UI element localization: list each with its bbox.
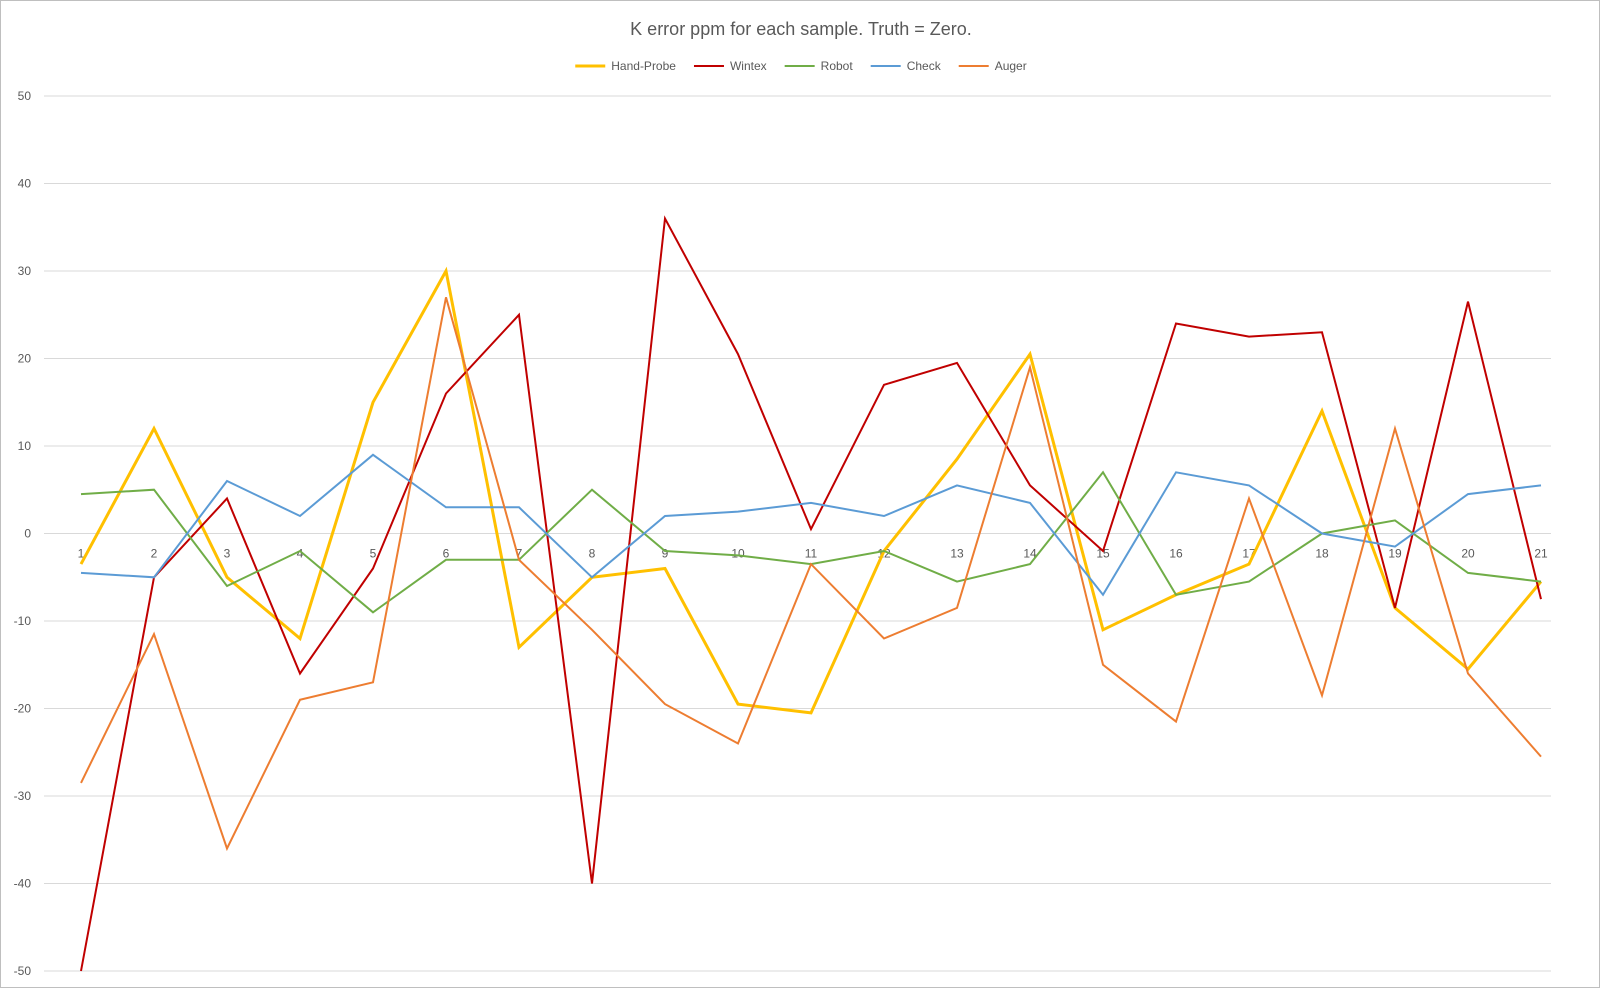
series-line-wintex [80,215,1542,972]
x-tick-label: 16 [1169,547,1183,561]
legend-item-robot: Robot [784,59,854,73]
x-tick-label: 13 [950,547,964,561]
legend-label: Hand-Probe [611,59,676,73]
x-tick-label: 3 [224,547,231,561]
x-tick-label: 1 [78,547,85,561]
series-lines [79,215,1543,972]
y-tick-label: -50 [14,964,32,978]
legend-item-check: Check [870,59,942,73]
y-tick-label: 10 [18,439,32,453]
y-tick-label: 20 [18,352,32,366]
x-tick-label: 15 [1096,547,1110,561]
legend-label: Robot [821,59,854,73]
x-tick-label: 11 [805,547,818,561]
series-line-robot [80,470,1542,614]
y-tick-label: 50 [18,89,32,103]
y-tick-label: 30 [18,264,32,278]
x-tick-label: 5 [370,547,377,561]
x-tick-label: 19 [1388,547,1402,561]
legend-item-hand-probe: Hand-Probe [575,59,676,73]
series-line-hand-probe [79,266,1543,715]
legend: Hand-Probe Wintex Robot Check Auger [575,59,1027,73]
legend-label: Auger [995,59,1027,73]
legend-item-wintex: Wintex [693,59,767,73]
legend-label: Wintex [730,59,767,73]
x-tick-label: 10 [731,547,745,561]
x-axis: 1 2 3 4 5 6 7 8 9 10 11 12 13 14 15 16 17 18 19 20 21 [78,547,1548,561]
series-line-check [80,453,1542,597]
x-tick-label: 6 [443,547,450,561]
y-tick-label: 0 [24,527,31,541]
x-tick-label: 20 [1461,547,1475,561]
chart-title: K error ppm for each sample. Truth = Zer… [630,19,972,39]
series-line-auger [80,297,1542,852]
x-tick-label: 2 [151,547,158,561]
y-tick-label: 40 [18,177,32,191]
y-tick-label: -20 [14,702,32,716]
x-tick-label: 4 [297,547,304,561]
x-tick-label: 21 [1534,547,1548,561]
x-tick-label: 9 [662,547,669,561]
x-tick-label: 18 [1315,547,1329,561]
legend-item-auger: Auger [958,59,1027,73]
y-tick-label: -40 [14,877,32,891]
y-tick-label: -10 [14,614,32,628]
gridlines [44,95,1551,972]
x-tick-label: 14 [1023,547,1037,561]
y-axis: 50 40 30 20 10 0 -10 -20 -30 -40 -50 [14,89,32,978]
legend-label: Check [907,59,942,73]
y-tick-label: -30 [14,789,32,803]
x-tick-label: 7 [516,547,523,561]
x-tick-label: 8 [589,547,596,561]
